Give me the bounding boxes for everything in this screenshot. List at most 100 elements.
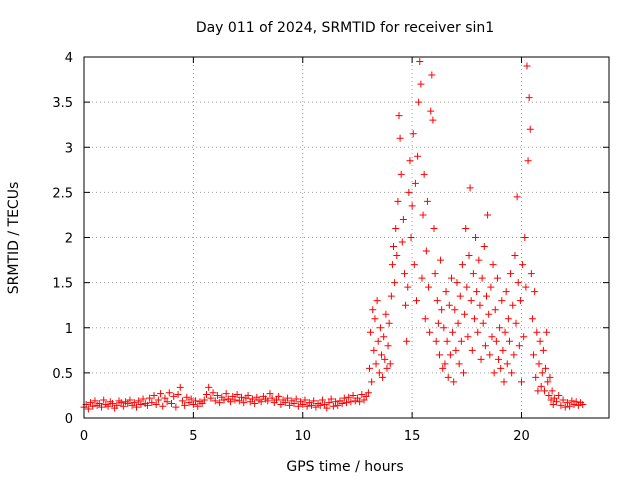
data-point xyxy=(504,315,512,323)
data-point xyxy=(523,62,531,70)
data-point xyxy=(189,400,197,408)
data-point xyxy=(545,391,553,399)
data-point xyxy=(157,390,165,398)
data-point xyxy=(512,319,520,327)
data-point xyxy=(429,116,437,124)
data-point xyxy=(397,170,405,178)
data-point xyxy=(388,261,396,269)
data-point xyxy=(423,197,431,205)
data-point xyxy=(380,333,388,341)
data-point xyxy=(502,288,510,296)
data-point xyxy=(566,402,574,410)
data-point xyxy=(546,373,554,381)
data-point xyxy=(464,333,472,341)
data-point xyxy=(486,351,494,359)
data-point xyxy=(91,397,99,405)
data-point xyxy=(283,394,291,402)
data-point xyxy=(563,399,571,407)
data-point xyxy=(535,360,543,368)
data-point xyxy=(181,401,189,409)
data-point xyxy=(146,394,154,402)
data-point xyxy=(458,261,466,269)
data-point xyxy=(533,328,541,336)
data-point xyxy=(503,360,511,368)
data-point xyxy=(275,392,283,400)
data-point xyxy=(340,394,348,402)
data-point xyxy=(235,397,243,405)
data-point xyxy=(379,373,387,381)
data-point xyxy=(450,378,458,386)
data-point xyxy=(334,401,342,409)
data-point xyxy=(478,274,486,282)
y-axis-label: SRMTID / TECUs xyxy=(6,182,22,295)
data-point xyxy=(418,274,426,282)
data-point xyxy=(483,292,490,300)
data-point xyxy=(392,224,400,232)
data-point xyxy=(537,382,545,390)
data-point xyxy=(453,279,461,287)
data-point xyxy=(373,297,381,305)
data-point xyxy=(534,387,542,395)
grid xyxy=(84,57,609,418)
data-point xyxy=(428,71,436,79)
data-point xyxy=(484,211,492,219)
data-point xyxy=(501,328,509,336)
data-point xyxy=(139,395,147,403)
data-point xyxy=(405,188,413,196)
y-tick-label: 3 xyxy=(65,141,73,156)
data-point xyxy=(519,261,527,269)
data-point xyxy=(130,399,138,407)
data-point xyxy=(370,346,378,354)
data-point xyxy=(238,393,245,401)
data-point xyxy=(543,328,551,336)
data-point xyxy=(404,283,412,291)
data-point xyxy=(532,373,540,381)
data-point xyxy=(417,80,425,88)
data-point xyxy=(222,390,230,398)
y-tick-label: 3.5 xyxy=(52,96,73,111)
data-point xyxy=(466,184,474,192)
data-point xyxy=(531,288,539,296)
data-point xyxy=(579,400,587,408)
data-point xyxy=(227,398,235,406)
data-point xyxy=(400,270,408,278)
data-point xyxy=(493,274,501,282)
data-point xyxy=(499,346,507,354)
data-point xyxy=(229,392,237,400)
data-point xyxy=(415,98,423,106)
data-point xyxy=(375,369,383,377)
data-point xyxy=(441,360,449,368)
data-point xyxy=(117,399,125,407)
x-tick-label: 10 xyxy=(294,429,311,444)
data-point xyxy=(321,400,329,408)
data-point xyxy=(487,283,495,291)
y-tick-label: 4 xyxy=(65,51,73,66)
data-point xyxy=(209,389,217,397)
data-point xyxy=(437,256,445,264)
data-point xyxy=(548,387,556,395)
data-point xyxy=(100,396,108,404)
data-point xyxy=(561,403,569,411)
data-point xyxy=(216,399,224,407)
data-point xyxy=(425,283,433,291)
data-point xyxy=(444,373,452,381)
data-point xyxy=(378,351,385,359)
data-point xyxy=(312,403,320,411)
data-point xyxy=(454,319,462,327)
data-point xyxy=(200,396,208,404)
data-point xyxy=(168,400,175,408)
data-point xyxy=(365,364,373,372)
data-point xyxy=(143,401,151,409)
data-point xyxy=(192,397,200,405)
data-point xyxy=(536,337,544,345)
data-point xyxy=(308,401,315,409)
data-points xyxy=(80,58,587,413)
data-point xyxy=(233,391,241,399)
data-point xyxy=(368,378,376,386)
data-point xyxy=(465,252,473,260)
data-point xyxy=(445,301,453,309)
data-point xyxy=(178,397,186,405)
data-point xyxy=(108,400,116,408)
data-point xyxy=(152,400,160,408)
